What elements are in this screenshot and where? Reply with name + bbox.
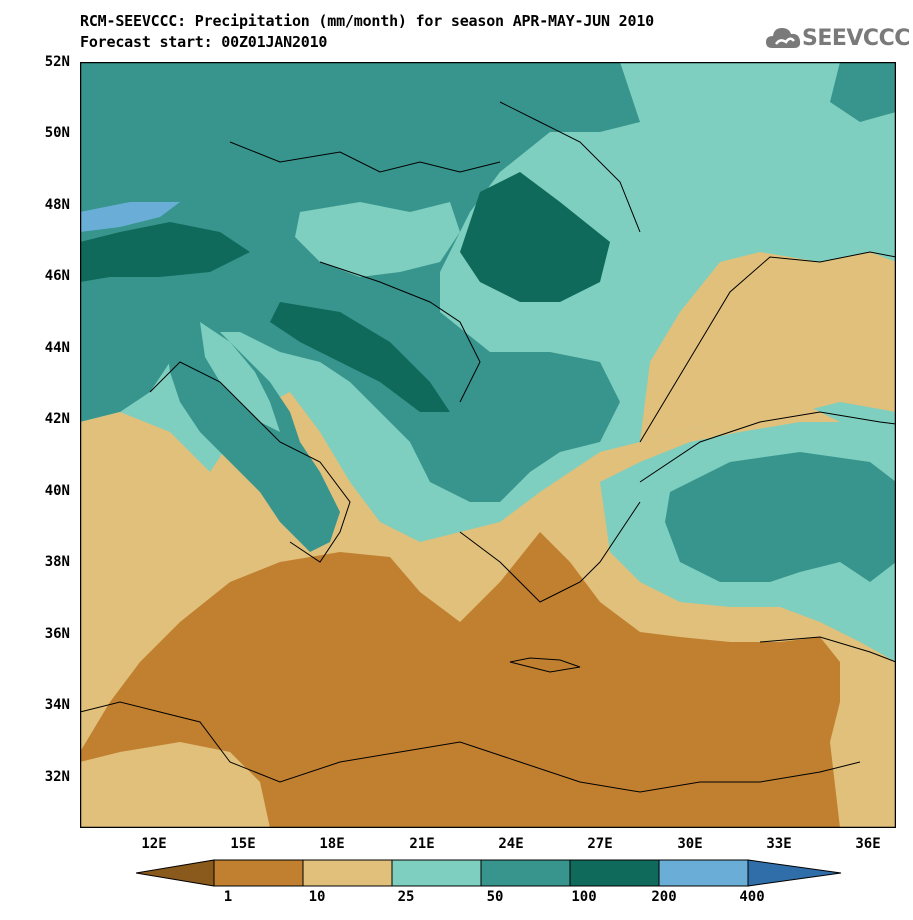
tan-libya	[80, 742, 270, 828]
lon-label-30e: 30E	[677, 836, 703, 852]
dark-teal-balkans	[270, 302, 450, 412]
blue-high-precip	[80, 202, 180, 232]
lat-label-46n: 46N	[44, 268, 70, 284]
lon-label-36e: 36E	[855, 836, 881, 852]
seevccc-logo: SEEVCCC	[766, 22, 910, 58]
legend-level-100: 100	[571, 889, 597, 905]
dark-teal-romania	[460, 172, 610, 302]
map-title-line1: RCM-SEEVCCC: Precipitation (mm/month) fo…	[80, 12, 654, 30]
legend-arrow-left	[136, 859, 215, 887]
lon-label-24e: 24E	[498, 836, 524, 852]
legend-level-200: 200	[651, 889, 677, 905]
legend-level-50: 50	[486, 889, 504, 905]
lon-label-33e: 33E	[766, 836, 792, 852]
legend-level-400: 400	[739, 889, 765, 905]
light-teal-italy-coast	[200, 322, 280, 432]
lon-label-21e: 21E	[409, 836, 435, 852]
legend-swatch-25-50	[391, 859, 482, 887]
dark-teal-alps	[80, 222, 250, 282]
legend-level-10: 10	[308, 889, 326, 905]
tan-black-sea	[640, 252, 896, 442]
brown-mediterranean	[80, 532, 840, 828]
lat-label-32n: 32N	[44, 769, 70, 785]
mid-teal-anatolia	[665, 452, 896, 582]
lon-label-27e: 27E	[587, 836, 613, 852]
legend-swatch-1-10	[213, 859, 304, 887]
colorbar-legend	[136, 859, 842, 887]
legend-level-25: 25	[397, 889, 415, 905]
lat-label-36n: 36N	[44, 626, 70, 642]
map-title-line2: Forecast start: 00Z01JAN2010	[80, 33, 328, 51]
coastline-outlines	[80, 101, 896, 793]
cloud-icon	[766, 28, 801, 48]
light-teal-pannonia	[295, 202, 460, 277]
legend-swatch-100-200	[569, 859, 660, 887]
map-frame	[80, 62, 896, 828]
mid-teal-region-northeast	[830, 62, 896, 122]
lat-label-42n: 42N	[44, 411, 70, 427]
logo-text: SEEVCCC	[802, 26, 910, 51]
lat-label-44n: 44N	[44, 340, 70, 356]
lat-label-48n: 48N	[44, 197, 70, 213]
lat-label-40n: 40N	[44, 483, 70, 499]
legend-swatch-200-400	[658, 859, 749, 887]
lat-label-38n: 38N	[44, 554, 70, 570]
lat-label-50n: 50N	[44, 125, 70, 141]
lat-label-52n: 52N	[44, 54, 70, 70]
legend-level-1: 1	[223, 889, 233, 905]
lon-label-15e: 15E	[230, 836, 256, 852]
legend-swatch-10-25	[302, 859, 393, 887]
legend-arrow-right	[747, 859, 842, 887]
mid-teal-region-europe	[80, 62, 640, 502]
lon-label-12e: 12E	[141, 836, 167, 852]
precipitation-map	[80, 62, 896, 828]
lat-label-34n: 34N	[44, 697, 70, 713]
lon-label-18e: 18E	[319, 836, 345, 852]
legend-swatch-50-100	[480, 859, 571, 887]
